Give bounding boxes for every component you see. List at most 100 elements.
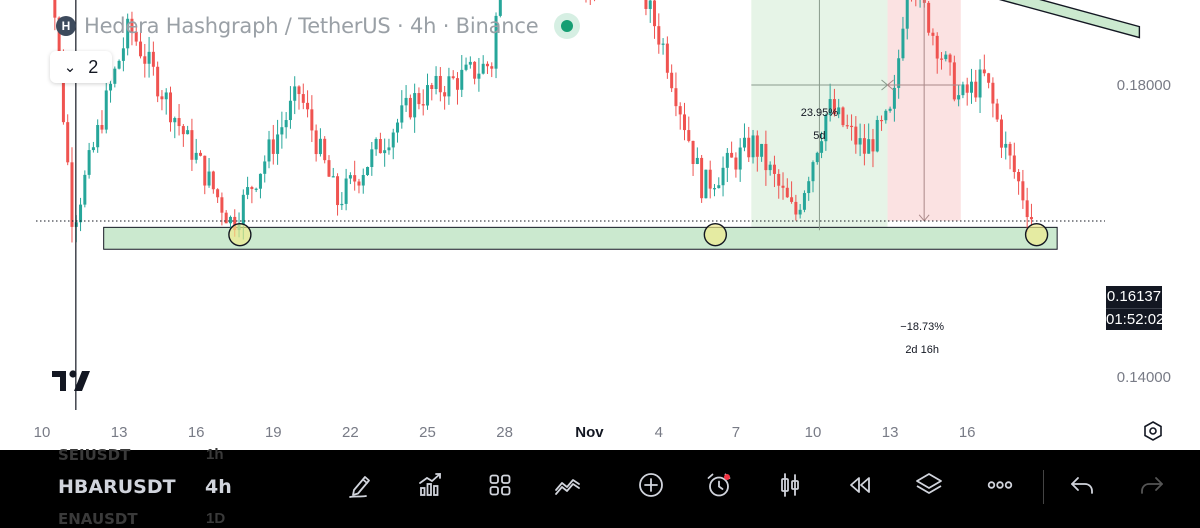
candle-body <box>323 138 327 161</box>
candle-body <box>1012 155 1016 173</box>
candle-body <box>87 150 91 175</box>
candle-body <box>267 139 271 162</box>
candle-body <box>927 2 931 33</box>
market-open-status-icon[interactable] <box>554 13 581 39</box>
touch-point-marker <box>1024 222 1049 247</box>
alert-clock-icon[interactable] <box>701 467 737 503</box>
candle-body <box>683 114 686 131</box>
candle-body <box>194 152 198 160</box>
candle-body <box>430 85 434 89</box>
candle-body <box>134 31 138 42</box>
candle-body <box>670 72 674 89</box>
candle-body <box>100 125 104 130</box>
more-icon[interactable] <box>982 467 1018 503</box>
current-timeframe[interactable]: 4h <box>205 476 232 498</box>
candle-body <box>91 147 95 151</box>
price-tick: 0.18000 <box>1117 77 1171 94</box>
candle-body <box>477 73 481 79</box>
time-tick: 13 <box>111 424 128 441</box>
candle-body <box>79 204 83 223</box>
watchlist-next-symbol[interactable]: ENAUSDT <box>58 510 138 528</box>
candle-body <box>725 152 729 168</box>
candle-body <box>211 171 215 190</box>
candle-body <box>730 152 734 158</box>
candle-body <box>413 93 417 118</box>
time-tick: 25 <box>419 424 436 441</box>
support-zone <box>103 226 1058 250</box>
candle-body <box>280 127 284 135</box>
candle-body <box>845 125 849 127</box>
undo-icon[interactable] <box>1064 467 1100 503</box>
candle-body <box>644 0 648 9</box>
candle-body <box>353 175 357 182</box>
candle-body <box>494 15 498 69</box>
candle-body <box>241 194 245 225</box>
candle-body <box>1029 217 1033 220</box>
bottom-toolbar: SEIUSDT 1h HBARUSDT 4h ENAUSDT 1D <box>0 446 1200 528</box>
watchlist-prev-symbol[interactable]: SEIUSDT <box>58 446 131 464</box>
candle-body <box>113 68 117 84</box>
layers-icon[interactable] <box>911 467 947 503</box>
candle-body <box>426 85 429 106</box>
candle-body <box>687 130 691 141</box>
candle-body <box>648 0 652 9</box>
candle-body <box>447 76 451 97</box>
chart-area[interactable]: 23.95%5d−18.73%2d 16h 0.240000.220000.20… <box>0 0 1200 450</box>
watchlist-prev-timeframe: 1h <box>206 446 224 463</box>
candle-body <box>61 60 65 123</box>
pencil-icon[interactable] <box>343 467 379 503</box>
redo-icon[interactable] <box>1134 467 1170 503</box>
candle-body <box>297 86 301 95</box>
candle-body <box>982 69 986 74</box>
candle-body <box>798 209 802 215</box>
indicators-icon[interactable] <box>412 467 448 503</box>
candle-body <box>957 95 961 100</box>
candle-body <box>177 118 181 127</box>
price-chart[interactable]: 23.95%5d−18.73%2d 16h 0.240000.220000.20… <box>0 0 1200 450</box>
candle-body <box>160 96 164 100</box>
candle-body <box>327 160 331 177</box>
candle-body <box>104 90 108 130</box>
candle-body <box>186 130 190 135</box>
candle-body <box>1008 143 1012 156</box>
candle-body <box>888 108 892 111</box>
candle-body <box>931 32 935 36</box>
candle-body <box>396 122 400 133</box>
candle-body <box>832 99 836 115</box>
candle-body <box>858 138 862 145</box>
compare-icon[interactable] <box>550 467 586 503</box>
candle-body <box>875 119 879 152</box>
candle-body <box>276 134 280 154</box>
indicators-toggle[interactable]: ⌄ 2 <box>50 51 112 83</box>
chart-settings-icon[interactable] <box>1142 420 1164 442</box>
time-tick: 22 <box>342 424 359 441</box>
candle-body <box>1025 200 1029 218</box>
candle-body <box>370 149 374 168</box>
symbol-title[interactable]: Hedera Hashgraph / TetherUS · 4h · Binan… <box>84 14 539 38</box>
candle-body <box>284 120 288 128</box>
candle-body <box>70 162 74 227</box>
add-icon[interactable] <box>633 467 669 503</box>
current-price-value: 0.16137 <box>1106 288 1162 305</box>
replay-icon[interactable] <box>842 467 878 503</box>
candle-body <box>871 139 875 152</box>
candle-body <box>828 99 832 116</box>
chevron-down-icon: ⌄ <box>63 58 77 76</box>
candle-body <box>438 75 442 93</box>
candle-body <box>378 139 382 154</box>
candle-body <box>443 92 447 97</box>
candle-body <box>661 43 665 45</box>
current-price-label: 0.16137 01:52:02 <box>1106 286 1164 330</box>
drawing-overlay: 23.95% 5d −18.73% 2d 16h <box>36 0 1105 356</box>
candle-body <box>867 139 871 154</box>
candle-body <box>83 174 87 205</box>
candle-body <box>220 197 224 213</box>
candle-body <box>190 130 194 160</box>
candle-body <box>837 107 841 115</box>
candle-body <box>768 164 772 171</box>
candle-body <box>708 169 712 189</box>
candles-icon[interactable] <box>772 467 808 503</box>
current-symbol[interactable]: HBARUSDT <box>58 476 176 498</box>
layout-grid-icon[interactable] <box>482 467 518 503</box>
candle-body <box>130 18 134 32</box>
